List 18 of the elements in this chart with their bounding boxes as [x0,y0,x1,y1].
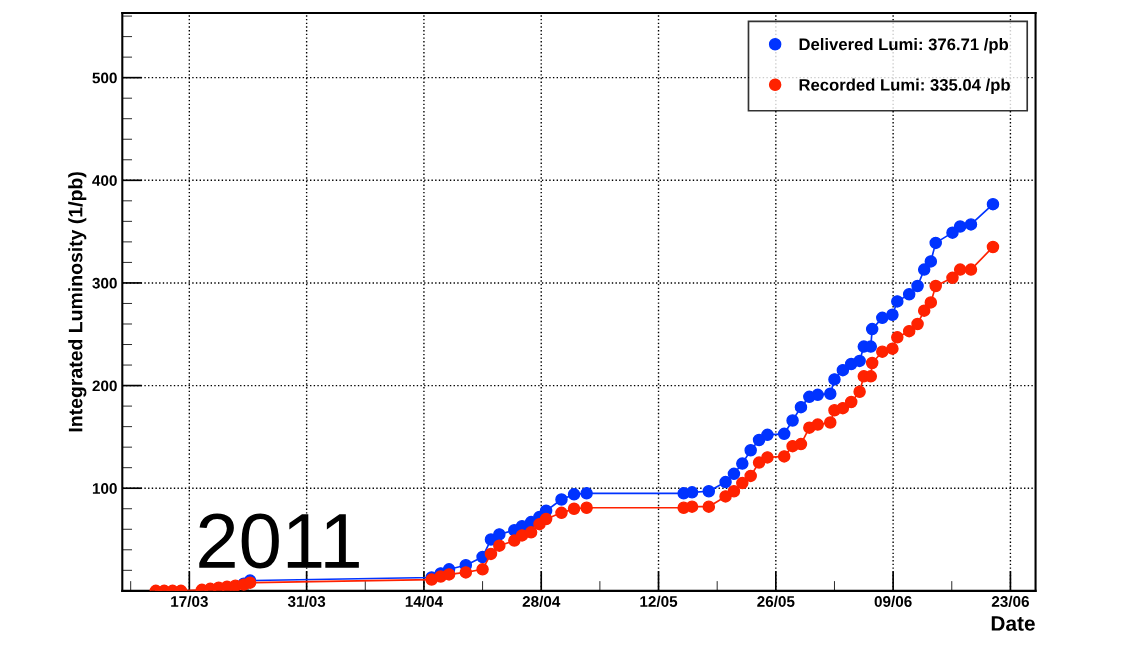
x-tick-label: 28/04 [522,595,561,608]
x-tick-label: 31/03 [287,595,326,608]
y-tick-label: 500 [92,72,117,84]
x-tick-label: 09/06 [874,595,912,608]
y-axis-title: Integrated Luminosity (1/pb) [68,172,87,432]
annotation: 2011 [199,513,359,569]
x-tick-label: 14/04 [405,595,443,608]
y-tick-label: 400 [92,175,117,186]
y-tick-label: 100 [92,483,117,494]
y-tick-label: 300 [92,277,117,289]
legend-label: Delivered Lumi: 376.71 /pb [799,38,1009,54]
x-tick-label: 26/05 [757,595,795,608]
x-axis-title: Date [991,616,1035,631]
x-tick-label: 12/05 [640,595,678,608]
x-tick-label: 23/06 [991,595,1029,608]
legend-label: Recorded Lumi: 335.04 /pb [799,78,1010,95]
x-tick-label: 17/03 [171,595,208,608]
y-tick-label: 200 [92,380,117,392]
